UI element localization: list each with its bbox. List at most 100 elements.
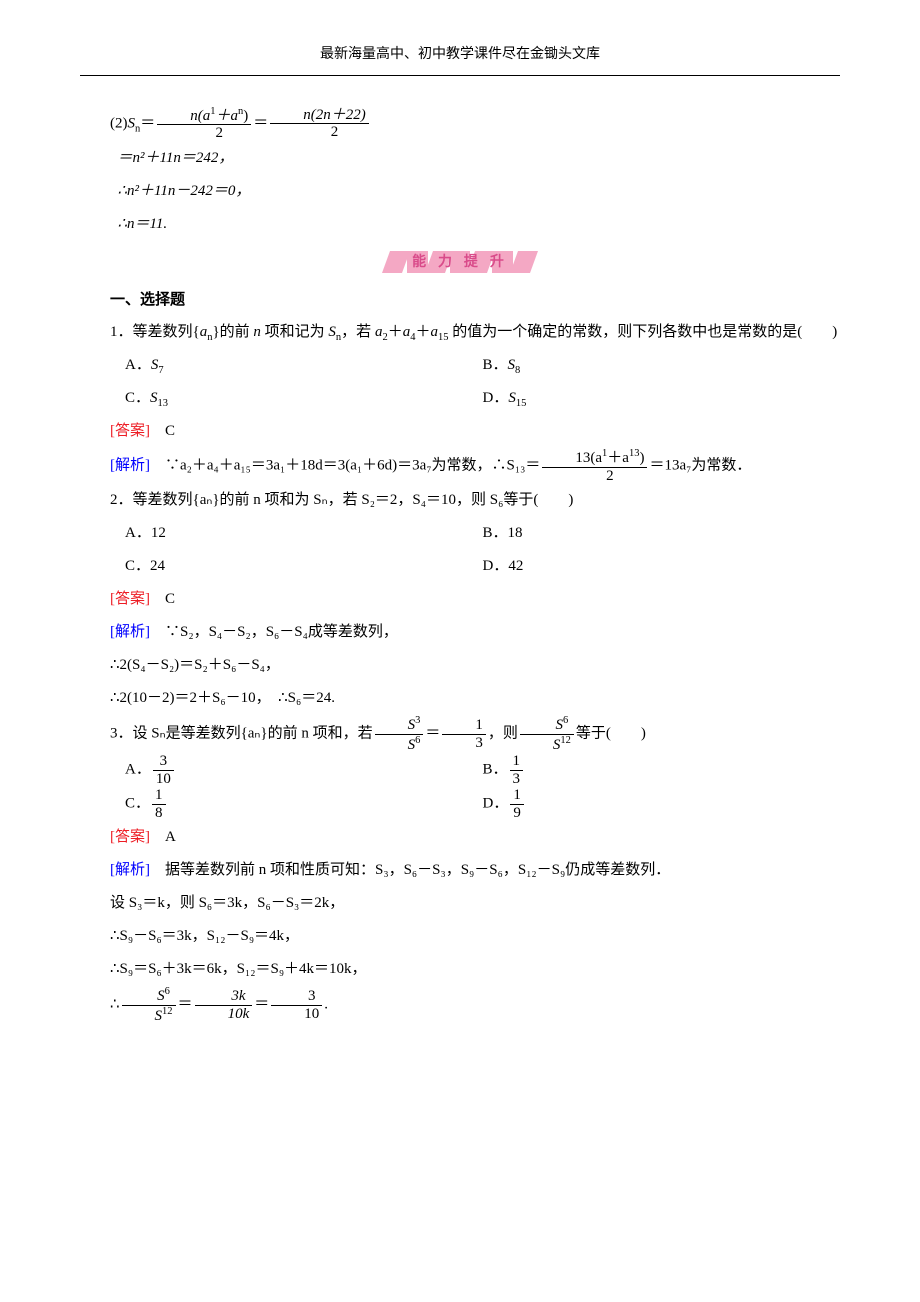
banner-text: 能 力 提 升 <box>385 251 535 273</box>
t: ＝ <box>254 997 269 1013</box>
t: ＋ <box>388 324 403 340</box>
q3-options-row1: A．310 B．13 <box>80 753 840 787</box>
t: 3 <box>510 771 524 788</box>
fraction: n(a1＋an)2 <box>157 106 251 142</box>
t: ∵a₂＋a₄＋a₁₅＝3a₁＋18d＝3(a₁＋6d)＝3a₇为常数，∴S₁₃＝ <box>150 458 540 474</box>
t: 10 <box>153 771 174 788</box>
q3-options-row2: C．18 D．19 <box>80 787 840 821</box>
t: 3 <box>271 988 322 1006</box>
fraction: n(2n＋22)2 <box>270 107 369 141</box>
t: 12 <box>560 735 571 746</box>
q2-analysis-2: ∴2(S₄－S₂)＝S₂＋S₆－S₄， <box>80 649 840 682</box>
q3-option-d: D．19 <box>483 787 841 821</box>
t: ∴ <box>110 997 120 1013</box>
q3-answer: [答案] A <box>80 821 840 854</box>
t: 6 <box>165 986 170 997</box>
den: 2 <box>157 125 251 142</box>
text: ∴n²＋11n－242＝0， <box>118 183 251 199</box>
t: C． <box>125 796 150 812</box>
q3-option-a: A．310 <box>125 753 483 787</box>
preamble-line-4: ∴n＝11. <box>80 208 840 241</box>
q2-answer: [答案] C <box>80 583 840 616</box>
num-mid: ＋a <box>216 108 239 124</box>
q3-option-c: C．18 <box>125 787 483 821</box>
q1-stem: 1．等差数列{an}的前 n 项和记为 Sn，若 a2＋a4＋a15 的值为一个… <box>80 316 840 349</box>
t: 3 <box>442 735 486 752</box>
t: 1 <box>442 717 486 735</box>
eq: ＝ <box>253 115 268 131</box>
q3-option-b: B．13 <box>483 753 841 787</box>
fraction: S6S12 <box>122 986 176 1024</box>
t: ，若 <box>341 324 375 340</box>
t: 3．设 Sₙ是等差数列{aₙ}的前 n 项和，若 <box>110 726 373 742</box>
text: ＝n²＋11n＝242， <box>118 150 234 166</box>
t: B． <box>483 762 508 778</box>
t: ) <box>639 450 644 466</box>
fraction: 18 <box>152 787 166 821</box>
q3-analysis-1: [解析] 据等差数列前 n 项和性质可知：S₃，S₆－S₃，S₉－S₆，S₁₂－… <box>80 854 840 887</box>
fraction: 13(a1＋a13)2 <box>542 448 647 484</box>
t: 10 <box>271 1006 322 1023</box>
t: 13 <box>629 448 640 459</box>
t: 的值为一个确定的常数，则下列各数中也是常数的是( ) <box>448 324 837 340</box>
t: S <box>508 390 516 406</box>
t: 1．等差数列{ <box>110 324 200 340</box>
t: S <box>408 717 416 733</box>
t: ＋a <box>607 450 629 466</box>
q3-analysis-4: ∴S₉＝S₆＋3k＝6k，S₁₂＝S₉＋4k＝10k， <box>80 953 840 986</box>
t: 6 <box>415 735 420 746</box>
t: 13 <box>158 398 169 409</box>
answer-value: C <box>150 591 175 607</box>
t: 9 <box>510 805 524 822</box>
t: S <box>408 737 416 753</box>
t: 3 <box>153 753 174 771</box>
section-1-title: 一、选择题 <box>80 283 840 316</box>
q1-options-row2: C．S13 D．S15 <box>80 382 840 415</box>
answer-label: [答案] <box>110 829 150 845</box>
num-post: ) <box>243 108 248 124</box>
t: 15 <box>438 332 449 343</box>
t: ＋ <box>415 324 430 340</box>
t: 3k <box>195 988 253 1006</box>
t: S <box>328 324 336 340</box>
q2-option-c: C．24 <box>125 550 483 583</box>
num: n(2n＋22) <box>270 107 369 125</box>
q1-answer: [答案] C <box>80 415 840 448</box>
t: 1 <box>510 753 524 771</box>
t: C． <box>125 390 150 406</box>
q1-option-c: C．S13 <box>125 382 483 415</box>
t: ＝13a₇为常数． <box>649 458 751 474</box>
t: D． <box>483 390 509 406</box>
q1-analysis: [解析] ∵a₂＋a₄＋a₁₅＝3a₁＋18d＝3(a₁＋6d)＝3a₇为常数，… <box>80 448 840 484</box>
analysis-label: [解析] <box>110 624 150 640</box>
t: S <box>155 1008 163 1024</box>
t: 15 <box>516 398 527 409</box>
t: 1 <box>510 787 524 805</box>
analysis-label: [解析] <box>110 862 150 878</box>
num-pre: n(a <box>190 108 210 124</box>
t: A． <box>125 357 151 373</box>
t: 10k <box>195 1006 253 1023</box>
fraction: S3S6 <box>375 715 424 753</box>
q2-analysis-1: [解析] ∵S₂，S₄－S₂，S₆－S₄成等差数列， <box>80 616 840 649</box>
fraction: S6S12 <box>520 715 574 753</box>
t: S <box>157 988 165 1004</box>
answer-value: A <box>150 829 176 845</box>
fraction: 310 <box>271 988 322 1022</box>
t: 12 <box>162 1006 173 1017</box>
preamble-line-1: (2)Sn＝n(a1＋an)2＝n(2n＋22)2 <box>80 106 840 142</box>
preamble-line-3: ∴n²＋11n－242＝0， <box>80 175 840 208</box>
t: B． <box>483 357 508 373</box>
t: 3 <box>415 715 420 726</box>
q3-analysis-2: 设 S₃＝k，则 S₆＝3k，S₆－S₃＝2k， <box>80 887 840 920</box>
analysis-label: [解析] <box>110 458 150 474</box>
fraction: 3k10k <box>195 988 253 1022</box>
answer-value: C <box>150 423 175 439</box>
ability-banner: 能 力 提 升 <box>385 251 535 273</box>
t: ，则 <box>488 726 518 742</box>
answer-label: [答案] <box>110 423 150 439</box>
q2-options-row2: C．24 D．42 <box>80 550 840 583</box>
t: a <box>430 324 438 340</box>
t: 据等差数列前 n 项和性质可知：S₃，S₆－S₃，S₉－S₆，S₁₂－S₉仍成等… <box>150 862 670 878</box>
t: 1 <box>152 787 166 805</box>
